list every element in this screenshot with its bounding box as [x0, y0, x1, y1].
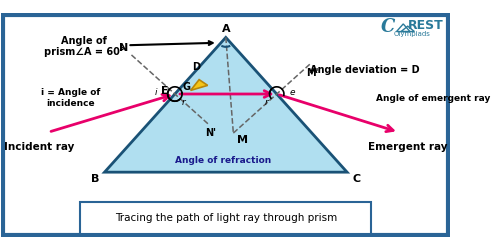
- Text: r: r: [182, 98, 186, 108]
- Text: M: M: [237, 135, 248, 145]
- Text: N': N': [205, 128, 216, 138]
- Text: Emergent ray: Emergent ray: [368, 142, 448, 152]
- Text: N: N: [118, 43, 128, 53]
- Text: Angle deviation = D: Angle deviation = D: [310, 65, 420, 75]
- Text: C: C: [381, 18, 396, 36]
- Text: r: r: [265, 98, 268, 108]
- Text: A: A: [222, 24, 230, 34]
- Text: Olympiads: Olympiads: [394, 31, 430, 37]
- FancyBboxPatch shape: [4, 15, 448, 235]
- Text: G: G: [182, 82, 190, 92]
- Text: B: B: [91, 174, 99, 184]
- FancyBboxPatch shape: [80, 202, 372, 234]
- Text: Angle of emergent ray: Angle of emergent ray: [376, 94, 490, 102]
- Text: M': M': [306, 68, 318, 78]
- Text: Angle of
prism∠A = 60°: Angle of prism∠A = 60°: [44, 36, 212, 57]
- Text: e: e: [290, 88, 295, 97]
- Text: Angle of refraction: Angle of refraction: [176, 156, 272, 164]
- Text: i = Angle of
incidence: i = Angle of incidence: [41, 88, 100, 108]
- Text: Tracing the path of light ray through prism: Tracing the path of light ray through pr…: [114, 213, 337, 223]
- Text: REST: REST: [408, 19, 444, 32]
- Text: D: D: [192, 62, 200, 72]
- Text: i: i: [155, 88, 158, 97]
- Text: Incident ray: Incident ray: [4, 142, 74, 152]
- Polygon shape: [104, 38, 347, 172]
- Text: E: E: [162, 86, 169, 96]
- Text: C: C: [352, 174, 360, 184]
- Polygon shape: [190, 80, 208, 90]
